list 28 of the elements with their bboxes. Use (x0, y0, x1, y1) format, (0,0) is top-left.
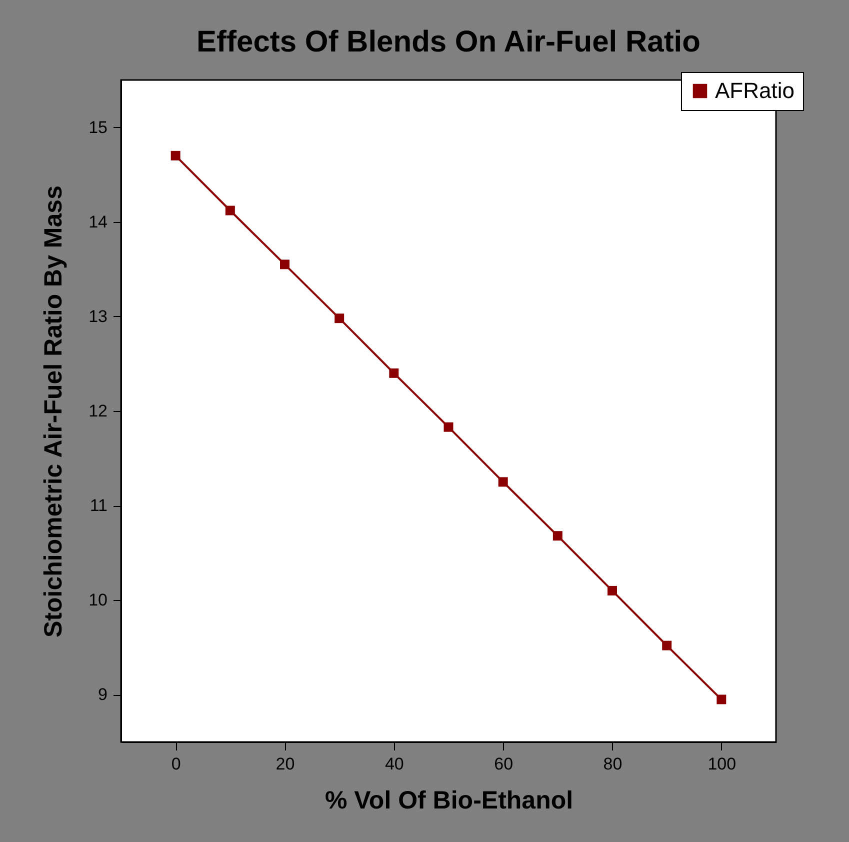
y-tick-label: 13 (88, 306, 108, 326)
x-tick-label: 60 (494, 754, 514, 774)
point (170, 150, 180, 160)
y-tick-label: 11 (90, 496, 108, 516)
x-tick-label: 0 (171, 754, 181, 774)
y-axis-title: Stoichiometric Air-Fuel Ratio By Mass (40, 186, 68, 638)
point (662, 640, 672, 650)
x-tick-label: 20 (276, 754, 295, 774)
point (444, 422, 454, 432)
x-tick-label: 40 (384, 754, 404, 774)
legend-label: AFRatio (715, 78, 794, 103)
point (280, 260, 290, 270)
x-tick-label: 80 (603, 754, 622, 774)
point (608, 586, 617, 596)
point (389, 368, 399, 378)
point (552, 531, 562, 541)
point (225, 206, 235, 216)
chart-title: Effects Of Blends On Air-Fuel Ratio (196, 26, 700, 58)
y-tick-label: 12 (88, 402, 108, 420)
y-tick-label: 14 (88, 212, 108, 232)
x-tick-label: 100 (708, 754, 736, 774)
y-tick-label: 15 (88, 118, 108, 137)
point (334, 314, 344, 324)
x-axis-title: % Vol Of Bio-Ethanol (324, 786, 574, 814)
y-tick-label: 9 (98, 685, 108, 704)
y-tick-label: 10 (88, 590, 108, 610)
point (498, 477, 508, 487)
point (716, 694, 726, 704)
